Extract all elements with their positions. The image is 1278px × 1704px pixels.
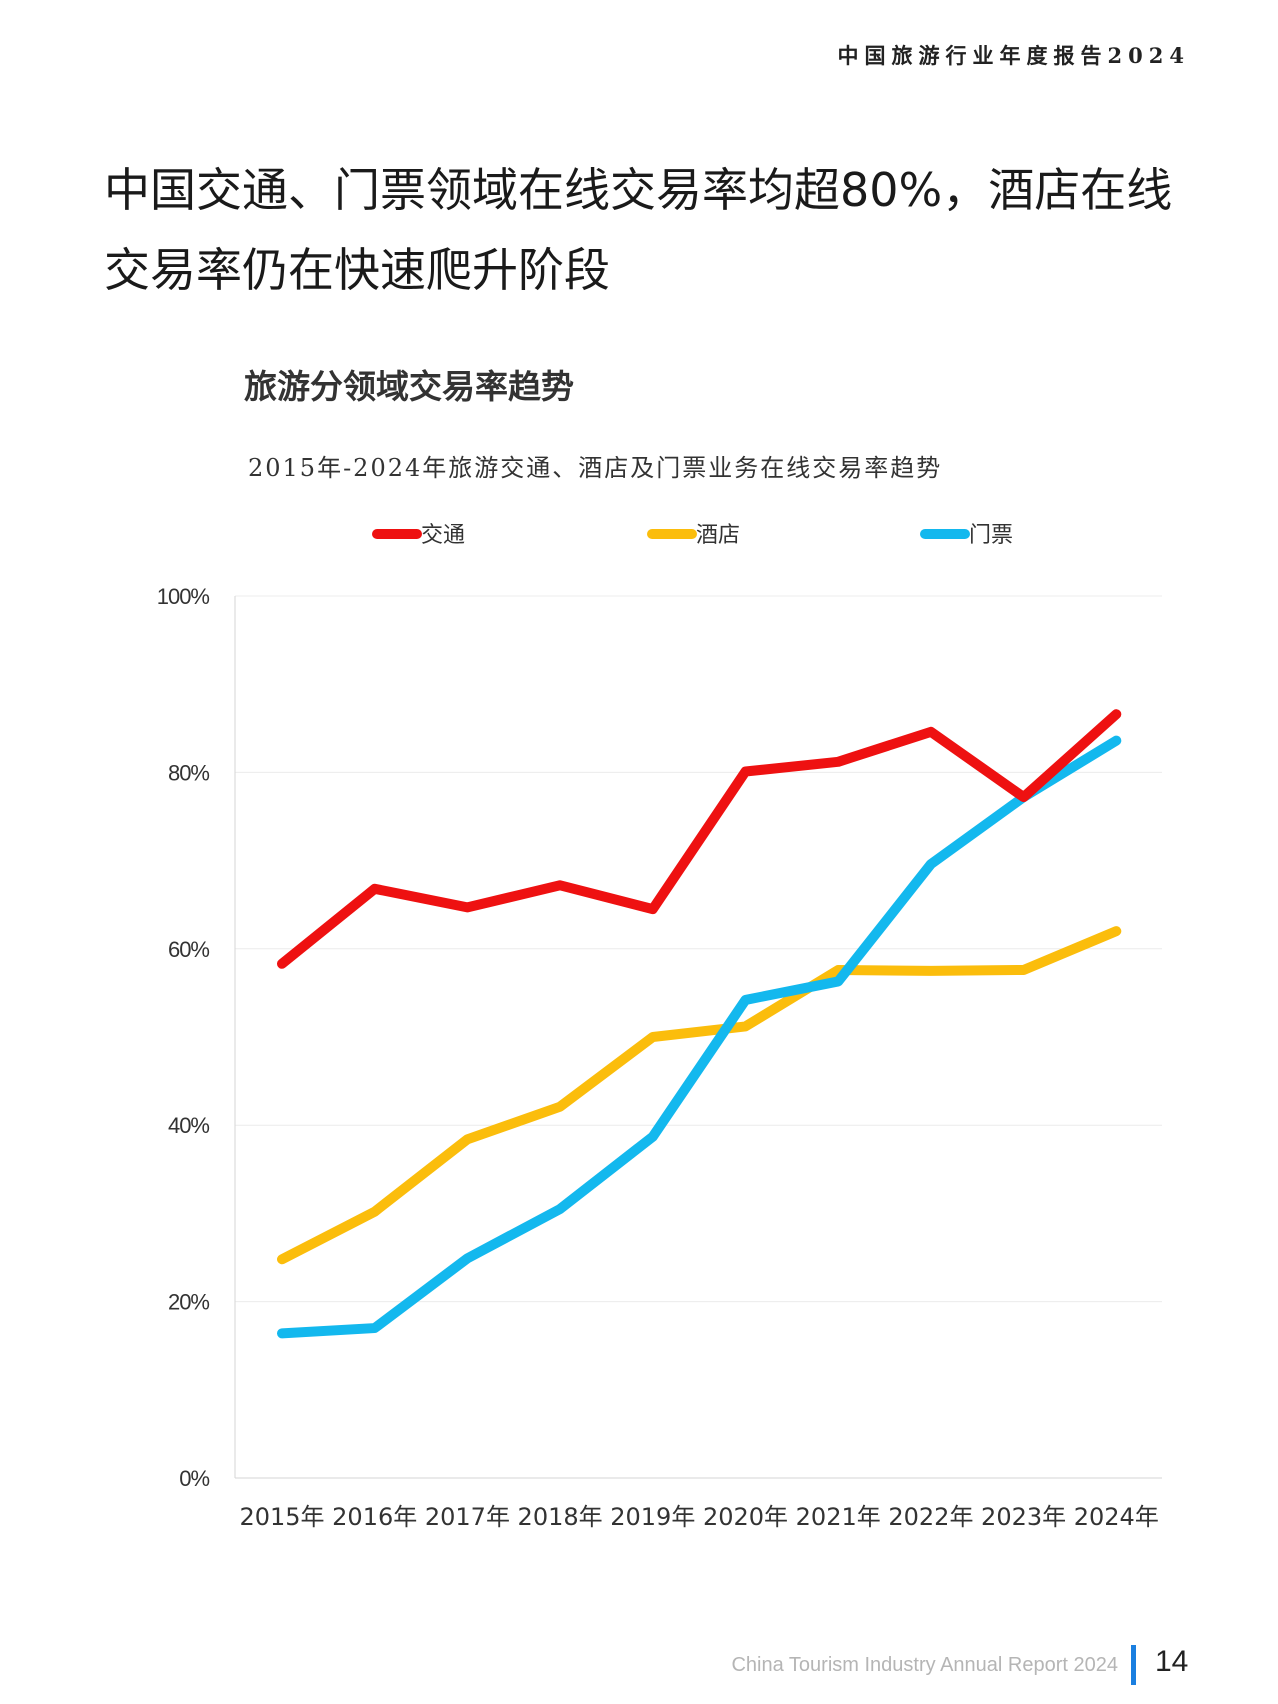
x-tick-label: 2024年	[1074, 1503, 1159, 1531]
page-headline: 中国交通、门票领域在线交易率均超80%，酒店在线交易率仍在快速爬升阶段	[104, 163, 1173, 297]
chart-title: 2015年-2024年旅游交通、酒店及门票业务在线交易率趋势	[248, 454, 943, 482]
x-tick-label: 2015年	[239, 1503, 324, 1531]
line-chart: 0%20%40%60%80%100% 2015年 2016年 2017年 2018年 2…	[157, 523, 1162, 1531]
x-tick-label: 2021年	[796, 1503, 881, 1531]
x-tick-label: 2020年	[703, 1503, 788, 1531]
chart-heading: 旅游分领域交易率趋势	[244, 367, 574, 406]
legend-label: 门票	[969, 523, 1013, 548]
y-axis: 0% 20% 40% 60% 80% 100%	[157, 584, 236, 1491]
x-tick-label: 2019年	[610, 1503, 695, 1531]
series-layer	[277, 709, 1122, 1339]
y-tick-label: 0%	[179, 1466, 209, 1491]
series-line-1	[277, 709, 1122, 969]
legend-label: 酒店	[696, 523, 740, 548]
series-line-3	[277, 735, 1122, 1339]
x-tick-label: 2022年	[888, 1503, 973, 1531]
y-tick-label: 80%	[168, 760, 209, 785]
page-number: 14	[1155, 1645, 1189, 1678]
x-axis: 2015年 2016年 2017年 2018年 2019年 2020年 2021年 2022年…	[239, 1503, 1158, 1531]
legend-label: 交通	[421, 523, 465, 548]
x-tick-label: 2016年	[332, 1503, 417, 1531]
y-tick-label: 20%	[168, 1290, 209, 1315]
report-header: 中国旅游行业年度报告2024	[837, 43, 1190, 68]
footer-report-name: China Tourism Industry Annual Report 202…	[731, 1654, 1118, 1676]
legend-item: 酒店	[647, 523, 740, 548]
legend: 交通 酒店 门票	[372, 523, 1013, 548]
series-line-2	[277, 926, 1122, 1265]
y-tick-label: 100%	[157, 584, 210, 609]
x-tick-label: 2023年	[981, 1503, 1066, 1531]
x-tick-label: 2017年	[425, 1503, 510, 1531]
legend-item: 门票	[920, 523, 1013, 548]
legend-item: 交通	[372, 523, 465, 548]
grid-layer	[235, 595, 1162, 1479]
y-tick-label: 40%	[168, 1113, 209, 1138]
x-tick-label: 2018年	[518, 1503, 603, 1531]
y-tick-label: 60%	[168, 937, 209, 962]
footer-accent-bar	[1131, 1645, 1136, 1685]
